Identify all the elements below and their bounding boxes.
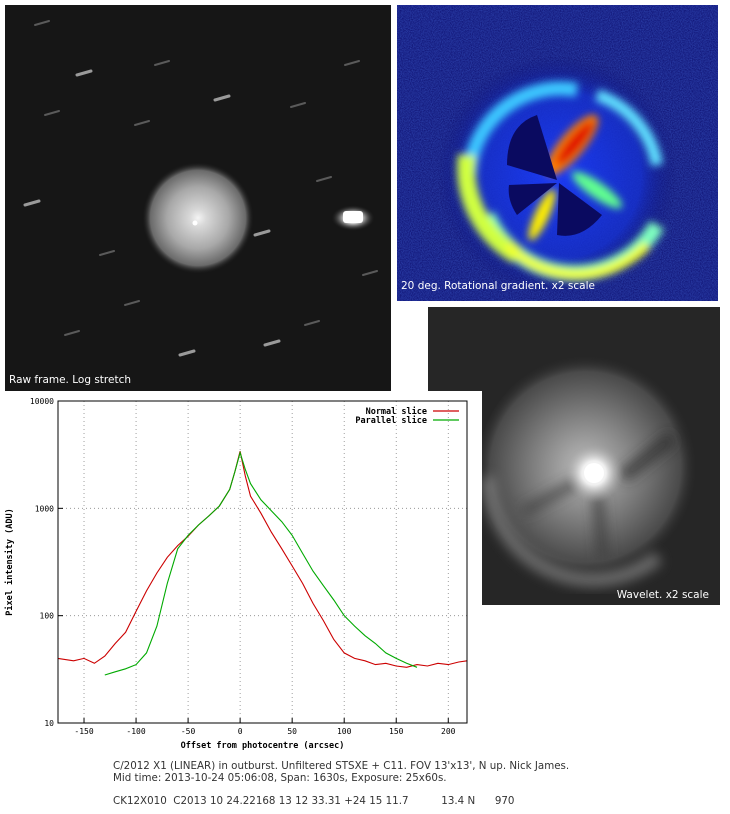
caption-line-2: Mid time: 2013-10-24 05:06:08, Span: 163… <box>113 772 447 784</box>
rotational-gradient-image <box>397 5 718 301</box>
star-trail <box>253 229 271 237</box>
x-tick-label: 150 <box>389 727 404 736</box>
star-trail <box>362 270 378 276</box>
legend-label: Normal slice <box>366 406 427 417</box>
intensity-profile-chart: -150 -100 -50 0 50 100 150 200 10 100 1000 10000 Of… <box>0 391 482 759</box>
raw-frame-panel: Raw frame. Log stretch <box>5 5 391 391</box>
x-tick-label: 50 <box>287 727 297 736</box>
star-trail <box>64 330 80 336</box>
series-line <box>57 451 468 668</box>
plot-frame <box>57 400 468 724</box>
raw-frame-caption: Raw frame. Log stretch <box>9 374 132 386</box>
star-trail <box>99 250 115 256</box>
bright-star-core <box>343 211 363 223</box>
x-tick-label: 0 <box>238 727 243 736</box>
star-trail <box>23 199 41 207</box>
star-trail <box>316 176 332 182</box>
star-trail <box>290 102 306 108</box>
star-trail <box>75 69 93 77</box>
rotational-gradient-caption: 20 deg. Rotational gradient. x2 scale <box>401 280 595 292</box>
x-tick-label: 100 <box>337 727 352 736</box>
x-tick-label: 200 <box>441 727 456 736</box>
star-trail <box>134 120 150 126</box>
star-trail <box>304 320 320 326</box>
observation-record: CK12X010 C2013 10 24.22168 13 12 33.31 +… <box>113 795 515 807</box>
legend-label: Parallel slice <box>355 415 427 426</box>
star-trail <box>344 60 360 66</box>
y-axis-label: Pixel intensity (ADU) <box>4 508 15 615</box>
star-trail <box>213 94 231 102</box>
x-tick-label: -50 <box>181 727 196 736</box>
wavelet-nucleus <box>584 463 604 483</box>
y-tick-label: 10000 <box>30 397 54 406</box>
wavelet-image <box>428 307 720 605</box>
x-axis-label: Offset from photocentre (arcsec) <box>181 741 345 751</box>
raw-frame-image <box>23 20 378 357</box>
comet-coma <box>142 162 254 274</box>
y-tick-label: 10 <box>44 719 54 728</box>
y-tick-label: 1000 <box>35 504 54 513</box>
series-line <box>104 450 418 676</box>
star-trail <box>44 110 60 116</box>
rotational-gradient-panel: 20 deg. Rotational gradient. x2 scale <box>397 5 718 301</box>
star-trail <box>178 349 196 357</box>
star-trail <box>263 339 281 347</box>
y-tick-label: 100 <box>40 612 55 621</box>
star-trail <box>34 20 50 26</box>
x-tick-label: -150 <box>74 727 93 736</box>
chart-svg: -150 -100 -50 0 50 100 150 200 10 100 1000 10000 Of… <box>4 397 468 751</box>
star-trail <box>154 60 170 66</box>
observation-caption: C/2012 X1 (LINEAR) in outburst. Unfilter… <box>113 760 723 807</box>
star-trail <box>124 300 140 306</box>
caption-line-1: C/2012 X1 (LINEAR) in outburst. Unfilter… <box>113 760 570 772</box>
comet-nucleus <box>192 220 198 226</box>
wavelet-caption: Wavelet. x2 scale <box>616 589 709 601</box>
x-tick-label: -100 <box>126 727 145 736</box>
